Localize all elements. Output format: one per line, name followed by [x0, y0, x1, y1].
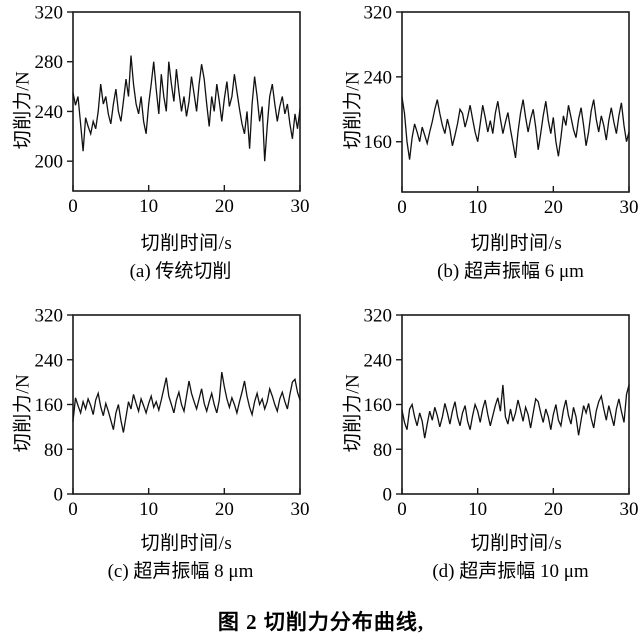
y-tick-label: 160 — [364, 395, 393, 416]
plot-box — [72, 11, 301, 192]
x-tick-label: 10 — [468, 499, 487, 520]
subplot-b-ultrasonic-6um: 160 240 320 0 10 20 30 切削力/N 切削时间/s (b) 超声振幅 6… — [330, 0, 642, 295]
x-tick-label: 30 — [291, 499, 310, 520]
subplot-c-ultrasonic-8um: 0 80 160 240 320 0 10 20 30 切削力/N 切削时间/s (c) 超声振… — [0, 295, 321, 590]
subplot-c-y-axis-label: 切削力/N — [12, 373, 34, 453]
y-tick-label: 80 — [373, 440, 392, 461]
y-tick-label: 320 — [35, 3, 64, 24]
force-signal-trace — [72, 371, 301, 433]
plot-box — [401, 11, 630, 193]
y-tick-label: 240 — [364, 67, 393, 88]
subplot-c-plot-area: 0 80 160 240 320 0 10 20 30 — [35, 306, 310, 521]
x-tick-label: 20 — [544, 197, 563, 218]
subplot-a-plot-area: 200 240 280 320 0 10 20 30 — [35, 3, 310, 218]
y-tick-label: 320 — [364, 306, 393, 327]
x-tick-label: 20 — [215, 499, 234, 520]
subplot-a-caption: (a) 传统切削 — [129, 261, 232, 282]
subplot-b-caption: (b) 超声振幅 6 μm — [437, 261, 584, 282]
subplot-c-caption: (c) 超声振幅 8 μm — [107, 561, 254, 582]
force-signal-trace — [401, 384, 630, 439]
subplot-a-traditional-cutting: 200 240 280 320 0 10 20 30 切削力/N 切削时间/s (a) 传统切… — [0, 0, 321, 295]
force-signal-trace — [72, 55, 301, 162]
subplot-c-x-axis-label: 切削时间/s — [140, 533, 233, 554]
x-tick-label: 20 — [544, 499, 563, 520]
x-tick-label: 10 — [139, 499, 158, 520]
subplot-d-ultrasonic-10um: 0 80 160 240 320 0 10 20 30 切削力/N 切削时间/s (d) 超声振… — [330, 295, 642, 590]
x-tick-label: 0 — [397, 499, 407, 520]
subplot-d-x-axis-label: 切削时间/s — [470, 533, 563, 554]
subplot-b-plot-area: 160 240 320 0 10 20 30 — [364, 3, 639, 219]
y-tick-label: 240 — [35, 350, 64, 371]
x-tick-label: 10 — [139, 196, 158, 217]
x-tick-label: 10 — [468, 197, 487, 218]
figure-caption: 图 2 切削力分布曲线, — [217, 610, 425, 634]
subplot-a-y-axis-label: 切削力/N — [12, 70, 34, 150]
plot-box — [401, 314, 630, 495]
y-tick-label: 0 — [383, 485, 393, 506]
y-tick-label: 160 — [35, 395, 64, 416]
x-tick-label: 0 — [68, 499, 78, 520]
x-tick-label: 0 — [68, 196, 78, 217]
x-tick-label: 30 — [620, 499, 639, 520]
subplot-d-plot-area: 0 80 160 240 320 0 10 20 30 — [364, 306, 639, 521]
subplot-d-y-axis-label: 切削力/N — [342, 373, 364, 453]
y-tick-label: 80 — [44, 440, 63, 461]
subplot-a-x-axis-label: 切削时间/s — [140, 233, 233, 254]
x-tick-label: 20 — [215, 196, 234, 217]
y-tick-label: 320 — [35, 306, 64, 327]
subplot-d-caption: (d) 超声振幅 10 μm — [432, 561, 589, 582]
y-tick-label: 240 — [35, 102, 64, 123]
force-signal-trace — [401, 96, 630, 160]
x-tick-label: 30 — [291, 196, 310, 217]
y-tick-label: 160 — [364, 132, 393, 153]
y-tick-label: 0 — [54, 485, 64, 506]
y-tick-label: 200 — [35, 152, 64, 173]
subplot-b-x-axis-label: 切削时间/s — [470, 233, 563, 254]
y-tick-label: 240 — [364, 350, 393, 371]
subplot-b-y-axis-label: 切削力/N — [342, 70, 364, 150]
y-tick-label: 280 — [35, 52, 64, 73]
y-tick-label: 320 — [364, 3, 393, 24]
x-tick-label: 30 — [620, 197, 639, 218]
x-tick-label: 0 — [397, 197, 407, 218]
